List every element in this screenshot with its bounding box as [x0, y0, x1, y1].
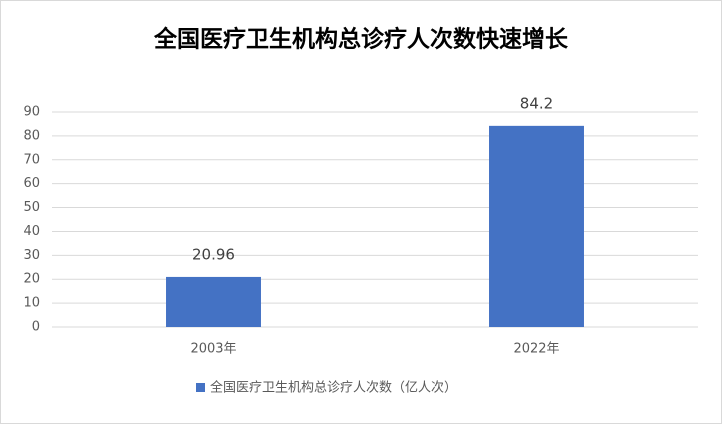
y-tick-label: 60 — [23, 176, 40, 191]
y-tick-label: 70 — [23, 152, 40, 167]
y-tick-label: 0 — [32, 320, 40, 335]
y-tick-label: 30 — [23, 248, 40, 263]
bar — [489, 125, 584, 327]
legend-label: 全国医疗卫生机构总诊疗人次数（亿人次） — [210, 380, 457, 396]
data-label: 20.96 — [192, 245, 235, 263]
y-tick-label: 40 — [23, 224, 40, 239]
y-tick-label: 80 — [23, 128, 40, 143]
y-tick-label: 50 — [23, 200, 40, 215]
y-tick-label: 90 — [23, 105, 40, 120]
y-tick-label: 20 — [23, 272, 40, 287]
data-label: 84.2 — [520, 94, 553, 112]
x-tick-label: 2022年 — [513, 342, 559, 357]
chart-title: 全国医疗卫生机构总诊疗人次数快速增长 — [153, 26, 569, 53]
legend-swatch — [196, 383, 205, 392]
bar — [166, 276, 261, 327]
y-tick-label: 10 — [23, 296, 40, 311]
x-tick-label: 2003年 — [190, 342, 236, 357]
